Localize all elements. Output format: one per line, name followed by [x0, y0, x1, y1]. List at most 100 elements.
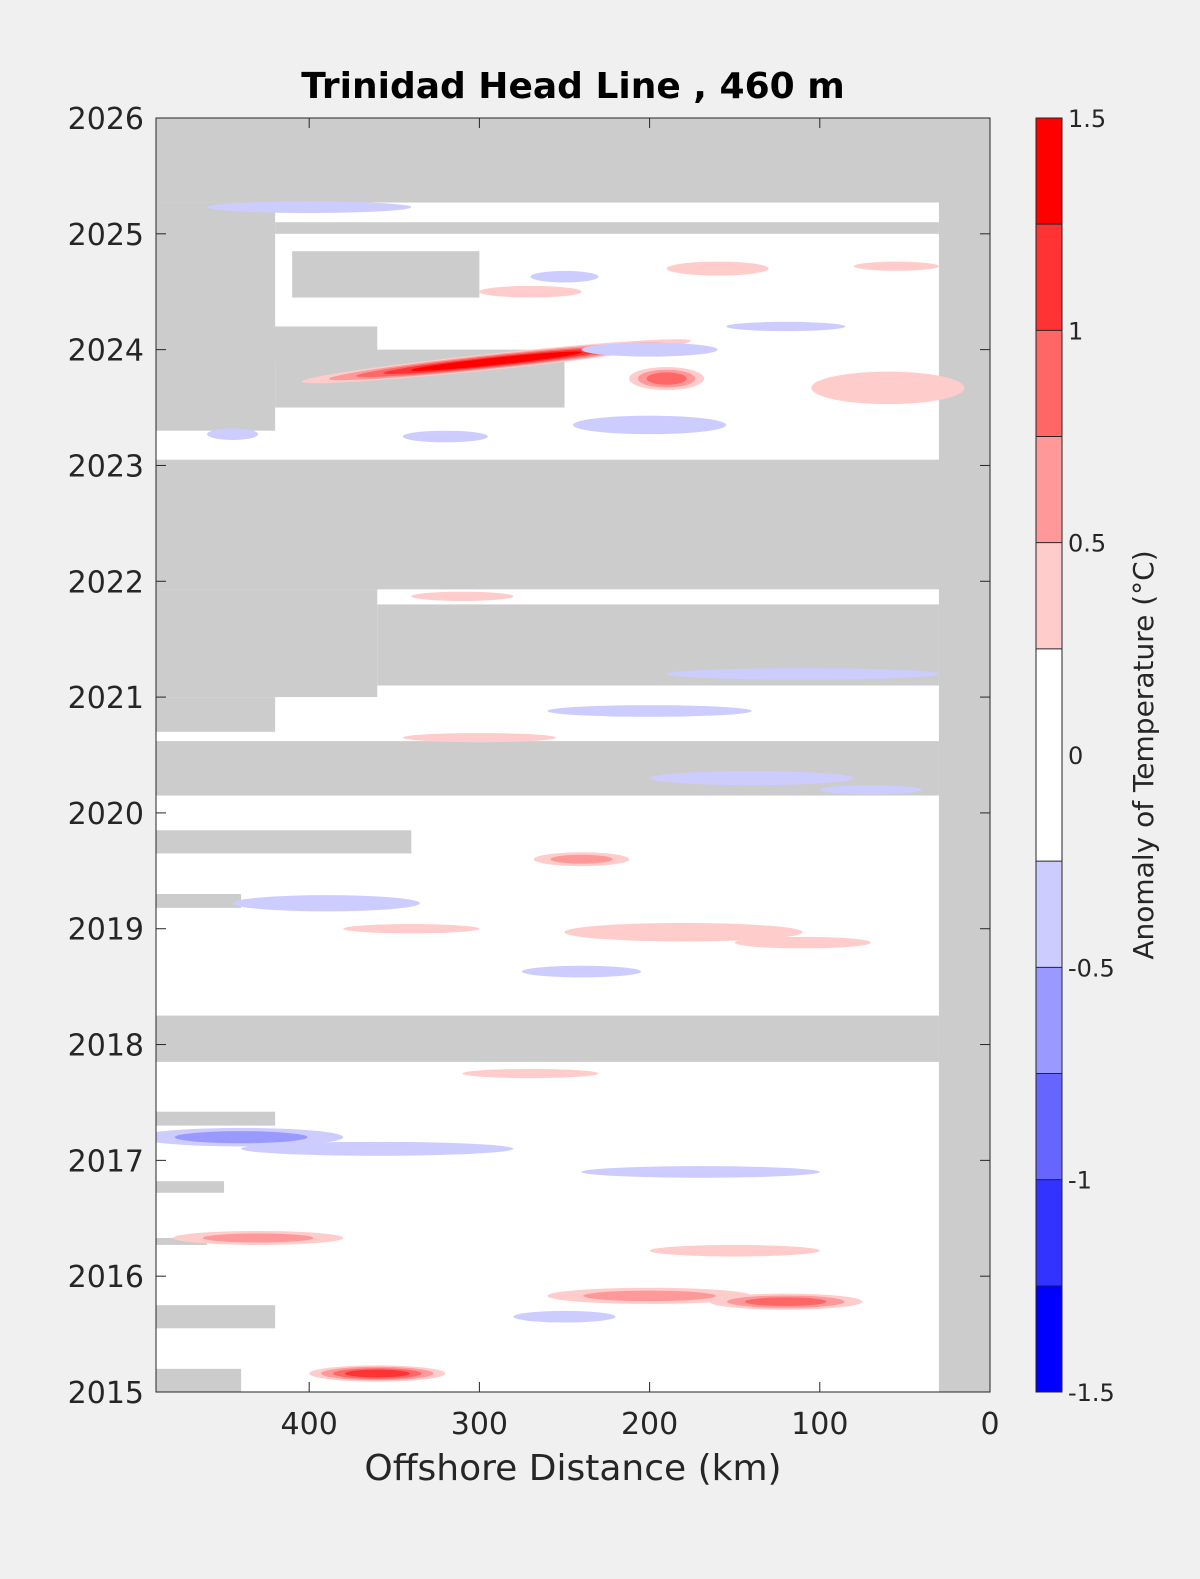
no-data-region-19	[156, 1368, 242, 1392]
anomaly-contour	[232, 895, 420, 912]
colorbar-swatch	[1036, 1073, 1062, 1180]
no-data-region-0	[156, 118, 990, 203]
anomaly-feature-24	[581, 1166, 820, 1178]
anomaly-feature-4	[479, 285, 582, 298]
anomaly-feature-2	[811, 371, 965, 405]
anomaly-contour	[819, 785, 922, 795]
x-tick-label: 200	[621, 1407, 678, 1442]
anomaly-feature-20	[521, 965, 642, 978]
colorbar-swatch	[1036, 436, 1062, 543]
anomaly-feature-7	[402, 430, 488, 443]
anomaly-contour	[581, 342, 718, 357]
anomaly-feature-5	[530, 270, 599, 283]
anomaly-contour	[853, 261, 939, 271]
anomaly-contour	[666, 261, 769, 276]
anomaly-feature-3	[666, 261, 769, 276]
x-tick-label: 300	[451, 1407, 508, 1442]
axis-ticks: 400 300 200 100 0 2015 2016 2017 2018 2019 2020 202…	[68, 102, 1000, 1442]
colorbar-swatch	[1036, 118, 1062, 225]
colorbar-swatch	[1036, 648, 1062, 862]
colorbar-swatch	[1036, 1285, 1062, 1392]
anomaly-feature-33	[853, 261, 939, 271]
colorbar: 1.5 1 0.5 0 -0.5 -1 -1.5	[1035, 105, 1115, 1407]
no-data-region-13	[156, 893, 242, 908]
anomaly-contour	[646, 372, 687, 385]
y-tick-label: 2020	[68, 797, 144, 832]
anomaly-feature-15	[649, 771, 854, 786]
colorbar-frame	[1035, 117, 1063, 1393]
colorbar-tick-label: 0.5	[1068, 530, 1106, 558]
y-tick-label: 2026	[68, 102, 144, 137]
anomaly-contour	[207, 428, 259, 440]
no-data-region-5	[275, 222, 939, 234]
colorbar-swatch	[1036, 542, 1062, 649]
anomaly-feature-16	[533, 852, 630, 867]
anomaly-contour	[649, 1244, 820, 1257]
no-data-region-11	[156, 741, 939, 796]
x-tick-label: 0	[980, 1407, 999, 1442]
anomaly-feature-1	[629, 367, 705, 391]
anomaly-contour	[811, 371, 965, 405]
anomaly-contour	[521, 965, 642, 978]
anomaly-feature-22	[156, 1127, 344, 1147]
anomaly-feature-23	[241, 1141, 514, 1156]
anomaly-contour	[344, 1369, 410, 1378]
anomaly-feature-27	[547, 1287, 752, 1304]
no-data-region-17	[156, 1237, 208, 1245]
colorbar-tick-label: -0.5	[1068, 954, 1115, 982]
no-data-region-16	[156, 1181, 225, 1193]
y-tick-label: 2019	[68, 913, 144, 948]
anomaly-contour	[410, 351, 583, 371]
y-tick-label: 2017	[68, 1144, 144, 1179]
anomaly-feature-18	[564, 922, 803, 942]
y-tick-label: 2025	[68, 218, 144, 253]
anomaly-feature-28	[709, 1293, 863, 1310]
y-tick-label: 2021	[68, 681, 144, 716]
anomaly-contour	[241, 1141, 514, 1156]
anomaly-contour	[734, 936, 871, 949]
y-tick-label: 2023	[68, 449, 144, 484]
y-tick-label: 2016	[68, 1260, 144, 1295]
colorbar-tick-label: -1.5	[1068, 1379, 1115, 1407]
colorbar-tick-label: 0	[1068, 742, 1083, 770]
anomaly-contour	[550, 854, 613, 864]
anomaly-feature-25	[462, 1068, 599, 1079]
anomaly-contour	[402, 430, 488, 443]
no-data-region-18	[156, 1305, 276, 1329]
anomaly-contour	[547, 705, 752, 717]
anomaly-feature-31	[649, 1244, 820, 1257]
colorbar-swatch	[1036, 330, 1062, 437]
colorbar-tick-label: 1.5	[1068, 105, 1106, 133]
no-data-region-14	[156, 1015, 939, 1062]
anomaly-feature-9	[207, 201, 412, 213]
no-data-region-15	[156, 1111, 276, 1126]
anomaly-feature-17	[232, 895, 420, 912]
y-tick-label: 2015	[68, 1376, 144, 1411]
colorbar-swatch	[1036, 967, 1062, 1074]
anomaly-contour	[513, 1310, 616, 1323]
colorbar-tick-label: 1	[1068, 317, 1083, 345]
anomaly-feature-19	[734, 936, 871, 949]
anomaly-feature-8	[207, 428, 259, 440]
anomaly-contour	[207, 201, 412, 213]
x-axis-label: Offshore Distance (km)	[364, 1448, 781, 1489]
anomaly-feature-21	[343, 924, 480, 934]
anomaly-contour	[573, 415, 727, 435]
anomaly-feature-29	[309, 1365, 446, 1382]
anomaly-feature-34	[819, 785, 922, 795]
anomaly-contour	[462, 1068, 599, 1079]
anomaly-feature-14	[402, 732, 556, 743]
anomaly-feature-12	[666, 668, 939, 680]
anomaly-contour	[581, 1166, 820, 1178]
anomaly-contour	[583, 1290, 716, 1302]
colorbar-swatch	[1036, 224, 1062, 331]
no-data-region-6	[292, 251, 480, 298]
no-data-layer	[156, 118, 990, 1392]
anomaly-feature-0	[301, 339, 692, 384]
colorbar-tick-label: -1	[1068, 1167, 1092, 1195]
no-data-region-7	[156, 459, 990, 590]
colorbar-swatch	[1036, 861, 1062, 968]
anomaly-feature-11	[411, 591, 514, 601]
